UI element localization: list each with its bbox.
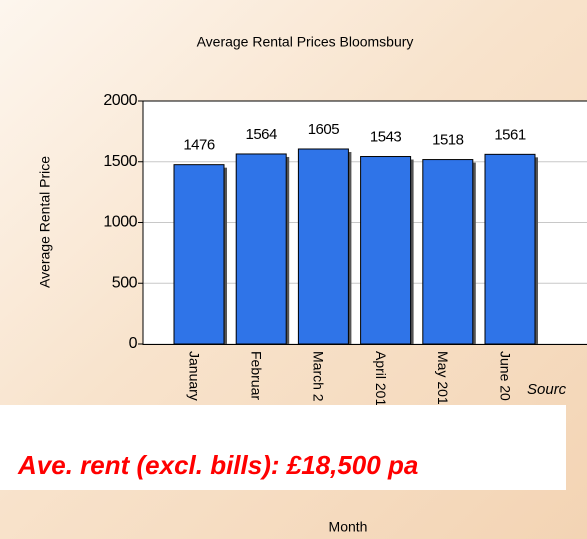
bar [484, 153, 536, 345]
bar [173, 164, 225, 345]
overlay-box [0, 405, 566, 490]
value-label: 1476 [183, 137, 215, 154]
x-tick-label: March 2 [311, 351, 327, 402]
y-tick-label: 500 [112, 274, 138, 291]
bar [297, 148, 349, 345]
y-tick-label: 0 [129, 335, 138, 352]
y-tick-label: 2000 [103, 92, 137, 109]
x-tick-label: May 201 [435, 351, 451, 405]
x-tick-label: January [186, 351, 202, 401]
x-tick-label: June 20 [497, 351, 513, 401]
x-axis-label: Month [329, 519, 368, 535]
x-tick-label: April 201 [373, 351, 389, 406]
y-tick-label: 1000 [103, 214, 137, 231]
value-label: 1605 [308, 121, 340, 138]
x-tick-label: Februar [248, 351, 264, 400]
y-tick-label: 1500 [103, 153, 137, 170]
chart-title: Average Rental Prices Bloomsbury [197, 34, 414, 50]
bar [360, 156, 412, 345]
value-label: 1564 [246, 126, 278, 143]
value-label: 1518 [432, 132, 464, 149]
value-label: 1543 [370, 128, 402, 145]
bar [235, 153, 287, 345]
rent-note: Ave. rent (excl. bills): £18,500 pa [17, 450, 418, 480]
source-note: Sourc [527, 381, 567, 398]
value-label: 1561 [494, 126, 526, 143]
bar [422, 159, 474, 345]
y-axis-label: Average Rental Price [37, 156, 53, 288]
